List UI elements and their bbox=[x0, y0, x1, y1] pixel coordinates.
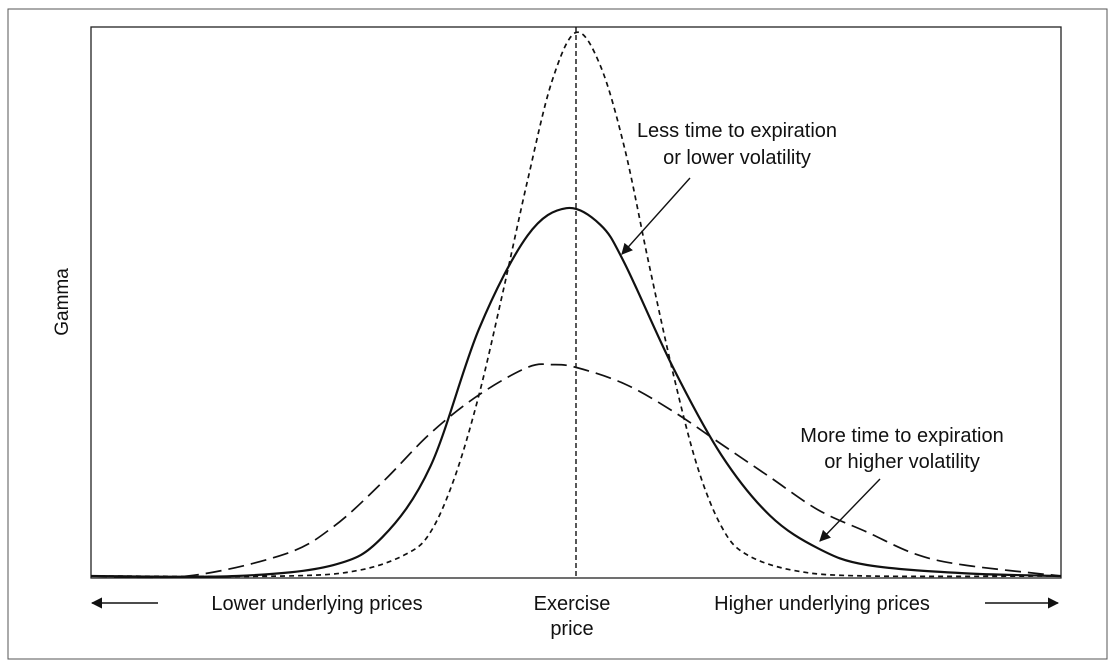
x-center-label-line2: price bbox=[550, 618, 593, 640]
annotation-less-time-line1: Less time to expiration bbox=[637, 120, 837, 142]
series-short-dash-curve bbox=[90, 31, 1062, 578]
x-center-label-line1: Exercise bbox=[534, 593, 611, 615]
annotation-more-time-line1: More time to expiration bbox=[800, 425, 1003, 447]
series-layer bbox=[90, 31, 1062, 579]
annotation-more-time-line2: or higher volatility bbox=[824, 451, 980, 473]
x-left-label: Lower underlying prices bbox=[211, 593, 422, 615]
annotation-more-time-arrow bbox=[819, 478, 881, 542]
series-long-dash-curve bbox=[90, 363, 1062, 579]
figure-frame bbox=[7, 8, 1108, 660]
y-axis-label: Gamma bbox=[52, 268, 73, 336]
series-solid-curve bbox=[90, 206, 1062, 578]
annotation-less-time-line2: or lower volatility bbox=[663, 147, 811, 169]
x-right-label: Higher underlying prices bbox=[714, 593, 930, 615]
annotation-less-time-arrow bbox=[621, 177, 691, 255]
